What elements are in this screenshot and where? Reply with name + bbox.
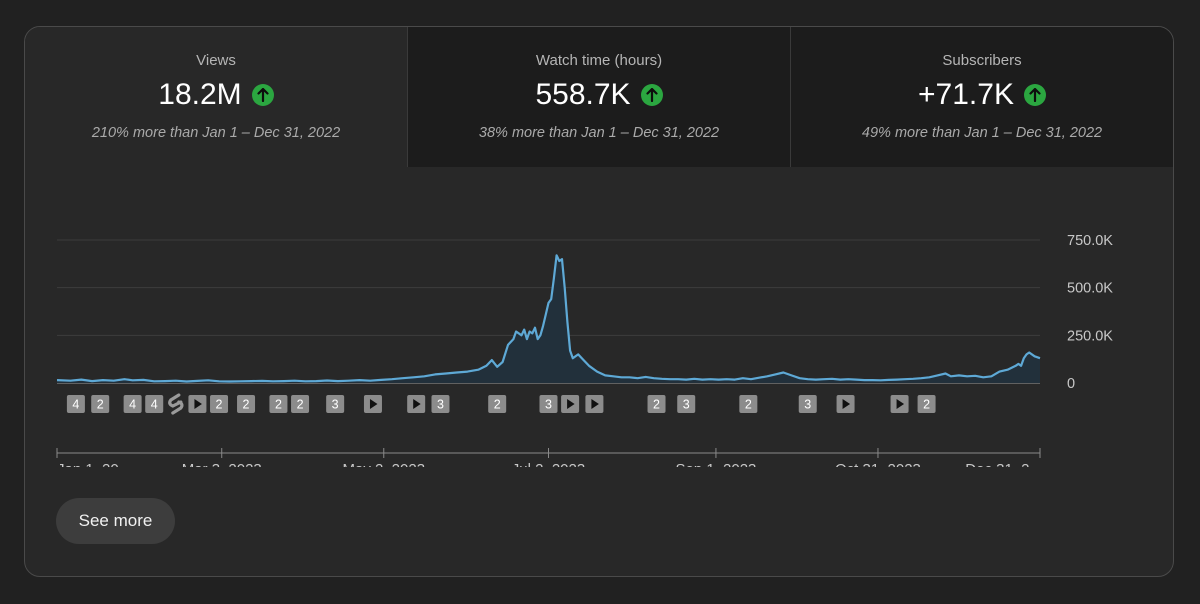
shorts-icon-shape	[168, 393, 184, 415]
play-icon	[369, 399, 378, 409]
metric-comparison: 49% more than Jan 1 – Dec 31, 2022	[861, 125, 1103, 141]
play-icon	[413, 399, 421, 409]
metric-tab-views[interactable]: Views 18.2M 210% more than Jan 1 – Dec 3…	[25, 27, 407, 167]
upload-count-label: 4	[129, 398, 136, 412]
metric-label: Views	[196, 52, 236, 69]
upload-count-marker	[647, 395, 666, 413]
metric-comparison: 38% more than Jan 1 – Dec 31, 2022	[478, 125, 720, 141]
x-tick-label: Mar 3, 2023	[182, 461, 262, 467]
upload-count-marker	[326, 395, 345, 413]
see-more-button[interactable]: See more	[56, 498, 175, 544]
analytics-card: Views 18.2M 210% more than Jan 1 – Dec 3…	[24, 26, 1174, 577]
upload-count-marker	[210, 395, 229, 413]
upload-count-marker	[123, 395, 142, 413]
upload-count-label: 2	[745, 398, 752, 412]
chart-svg: 0 250.0K 500.0K 750.0K 4 2 4 4 2 2 2 2 3 3 2 3 2 3 2 3 2 Jan …	[56, 233, 1113, 478]
upload-count-label: 3	[804, 398, 811, 412]
metric-label: Watch time (hours)	[535, 52, 663, 69]
arrow-up-icon	[251, 84, 274, 106]
arrow-up-icon	[640, 84, 663, 106]
views-chart[interactable]: 0 250.0K 500.0K 750.0K 4 2 4 4 2 2 2 2 3 3 2 3 2 3 2 3 2 Jan …	[25, 167, 1173, 478]
metric-comparison: 210% more than Jan 1 – Dec 31, 2022	[91, 125, 341, 141]
upload-count-marker	[917, 395, 936, 413]
upload-count-label: 4	[72, 398, 79, 412]
upload-count-label: 3	[437, 398, 444, 412]
metric-label: Subscribers	[942, 52, 1022, 69]
shorts-marker-icon	[168, 393, 184, 415]
metric-tab-subscribers[interactable]: Subscribers +71.7K 49% more than Jan 1 –…	[790, 27, 1173, 167]
play-icon	[591, 399, 599, 409]
upload-count-label: 2	[97, 398, 104, 412]
metric-tabs: Views 18.2M 210% more than Jan 1 – Dec 3…	[25, 27, 1173, 167]
upload-count-label: 2	[243, 398, 250, 412]
y-tick-label: 500.0K	[1067, 281, 1113, 297]
upload-count-marker	[291, 395, 310, 413]
upload-count-marker	[739, 395, 758, 413]
x-tick-label: Dec 31, 2...	[965, 461, 1042, 467]
upload-count-marker	[677, 395, 696, 413]
upload-count-label: 2	[216, 398, 223, 412]
upload-count-label: 2	[494, 398, 501, 412]
upload-count-label: 4	[151, 398, 158, 412]
upload-count-marker	[539, 395, 558, 413]
x-tick-label: Jan 1, 20...	[57, 461, 131, 467]
upload-count-marker	[431, 395, 450, 413]
play-icon	[194, 399, 202, 409]
metric-value: 558.7K	[535, 78, 631, 111]
upload-count-marker	[91, 395, 110, 413]
upload-count-marker	[66, 395, 85, 413]
x-tick-label: Sep 1, 2023	[675, 461, 756, 467]
x-tick-label: Jul 2, 2023	[512, 461, 585, 467]
upload-count-label: 2	[275, 398, 282, 412]
x-tick-label: May 2, 2023	[342, 461, 425, 467]
upload-count-marker	[237, 395, 256, 413]
series-area	[57, 255, 1040, 383]
x-tick-label: Oct 31, 2023	[835, 461, 921, 467]
play-icon	[842, 399, 851, 409]
arrow-up-icon	[1023, 84, 1046, 106]
upload-count-label: 2	[923, 398, 930, 412]
y-tick-label: 250.0K	[1067, 328, 1113, 344]
metric-value: 18.2M	[158, 78, 242, 111]
upload-count-label: 3	[332, 398, 339, 412]
upload-count-marker	[488, 395, 507, 413]
upload-count-marker	[269, 395, 288, 413]
upload-count-label: 3	[545, 398, 552, 412]
upload-count-marker	[145, 395, 164, 413]
upload-count-label: 2	[653, 398, 660, 412]
y-tick-label: 750.0K	[1067, 233, 1113, 249]
upload-count-label: 3	[683, 398, 690, 412]
metric-value: +71.7K	[918, 78, 1014, 111]
metric-tab-watch-time[interactable]: Watch time (hours) 558.7K 38% more than …	[407, 27, 790, 167]
upload-count-label: 2	[297, 398, 304, 412]
play-icon	[896, 399, 905, 409]
upload-count-marker	[798, 395, 817, 413]
y-tick-label: 0	[1067, 376, 1075, 392]
play-icon	[567, 399, 575, 409]
series-line-views	[56, 254, 1041, 383]
